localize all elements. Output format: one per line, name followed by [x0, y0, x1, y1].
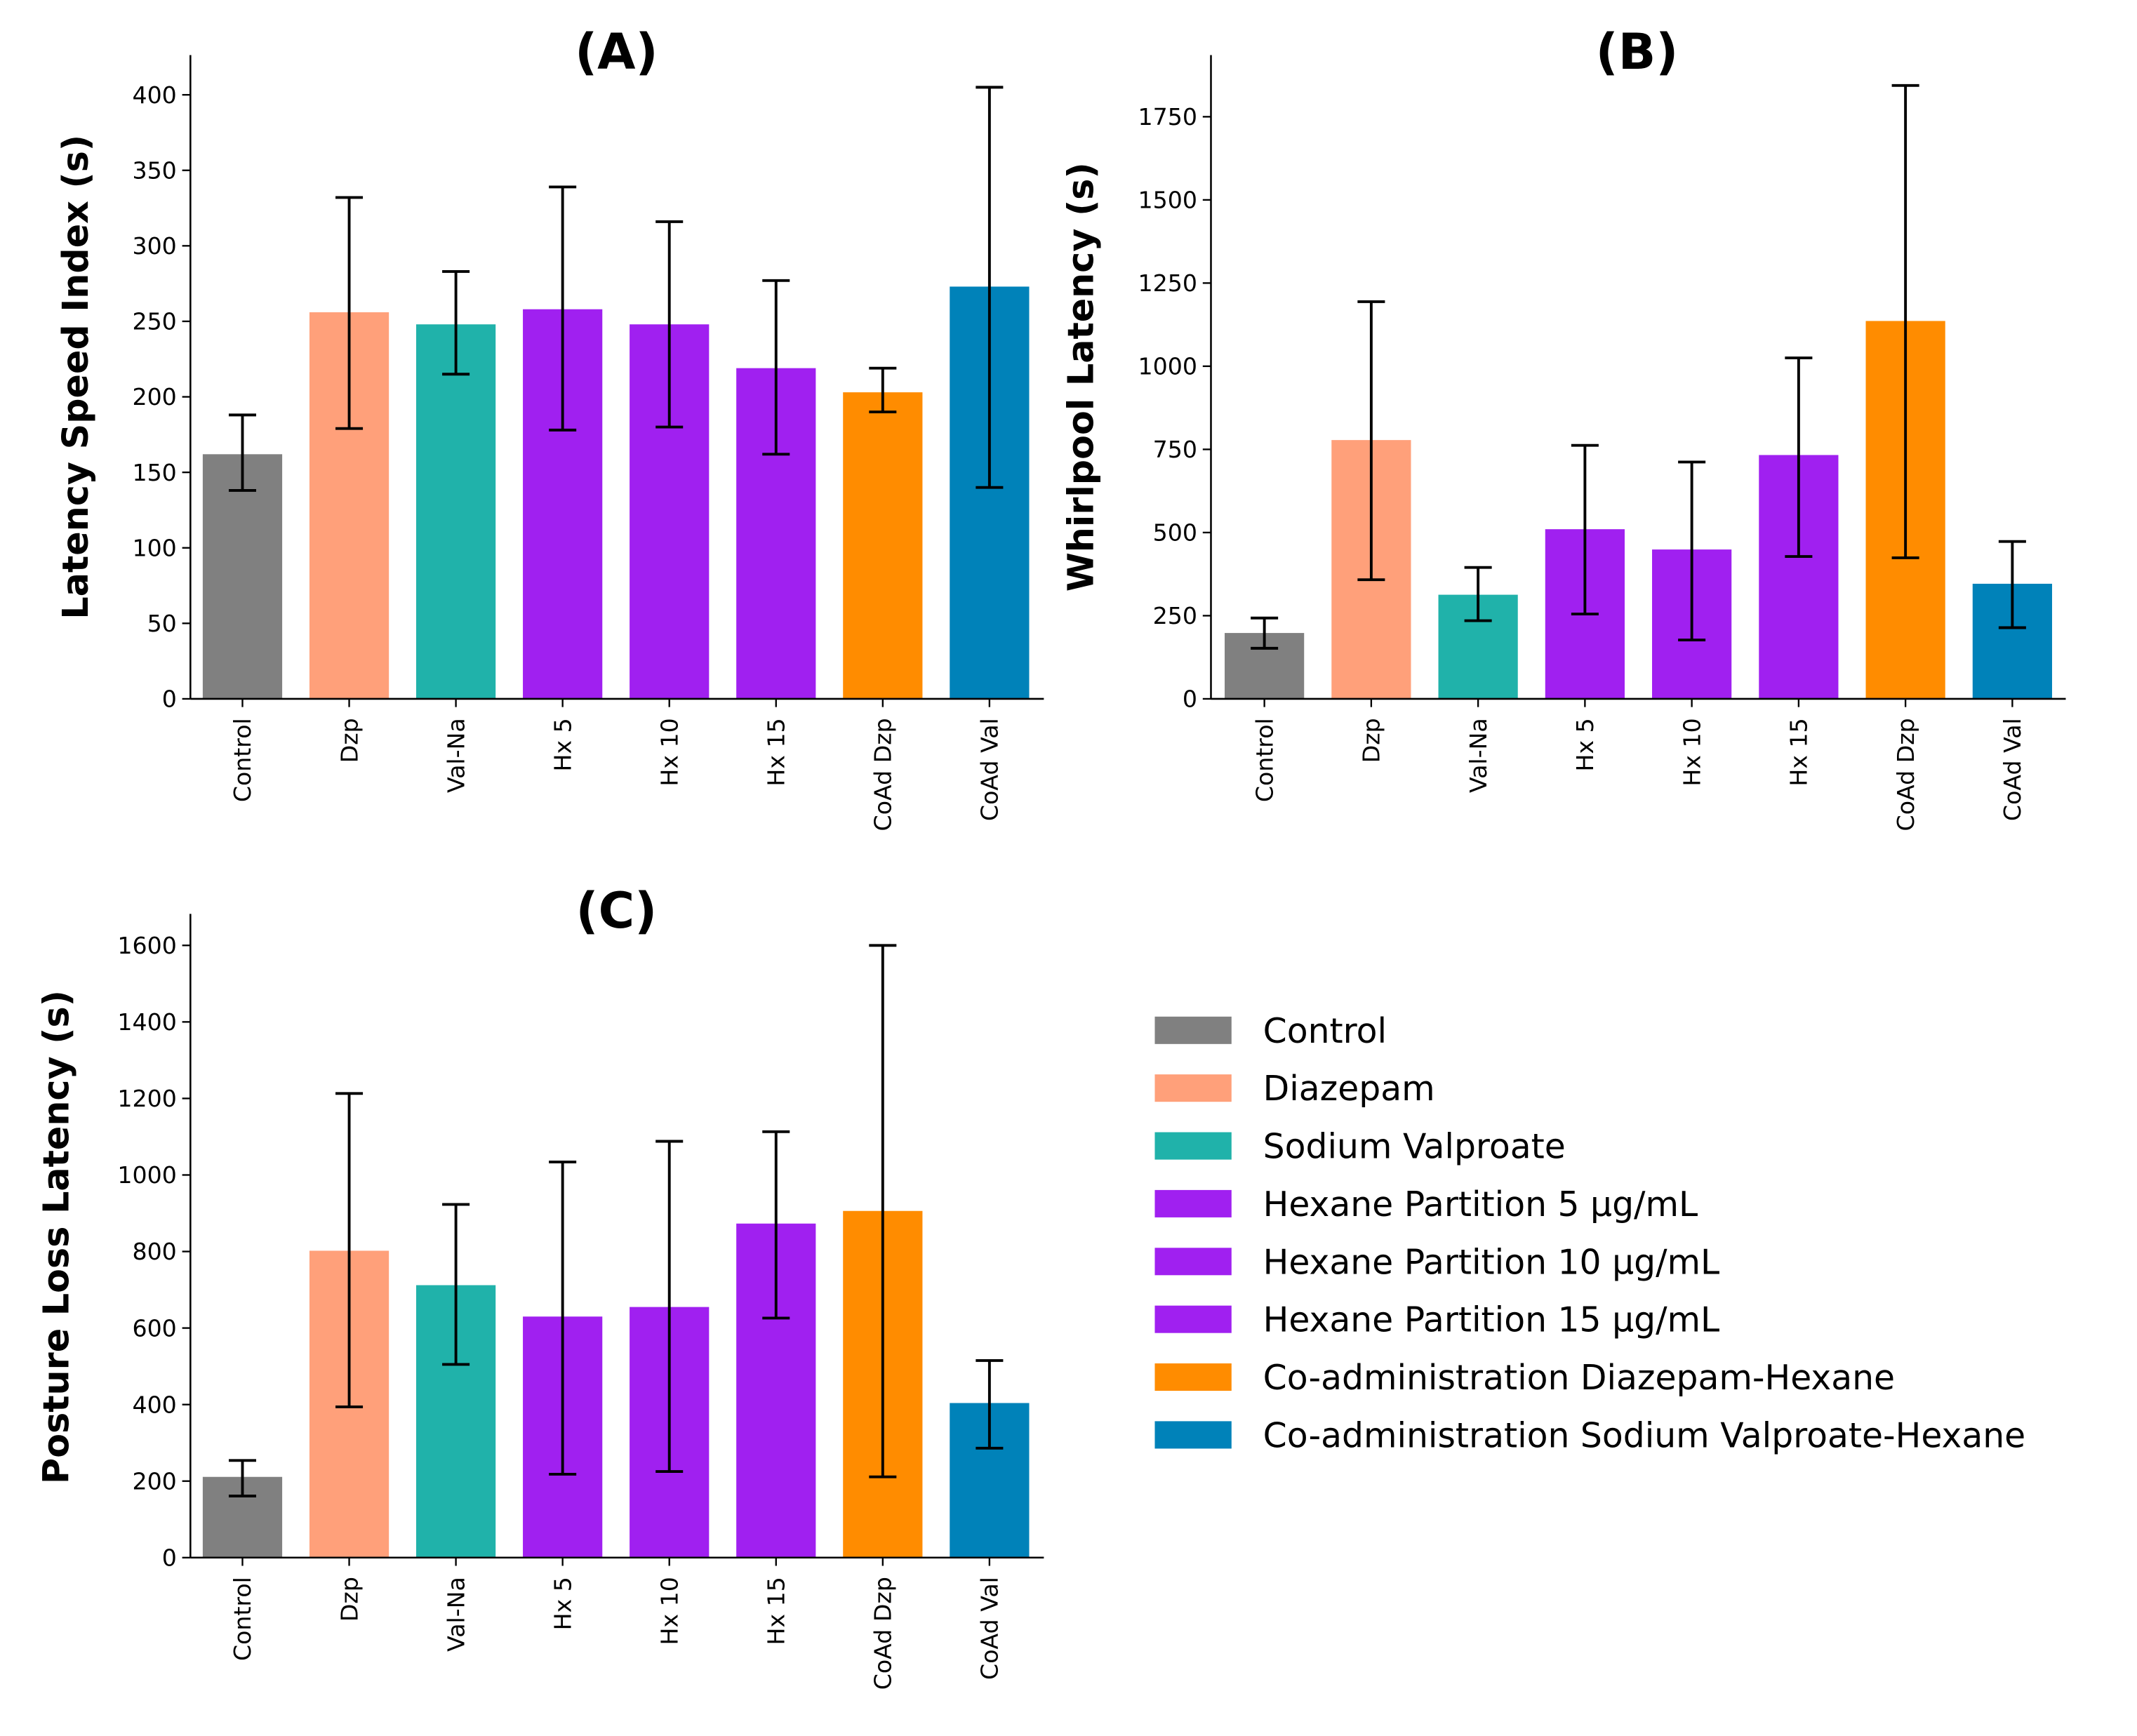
- y-tick-label: 0: [1183, 686, 1197, 713]
- y-tick-label: 250: [1153, 602, 1197, 629]
- x-tick-label: CoAd Val: [976, 718, 1004, 821]
- y-tick-label: 200: [132, 1467, 176, 1495]
- x-tick-label: Hx 10: [655, 1577, 683, 1645]
- panel-c-title: (C): [575, 882, 657, 940]
- x-tick-label: Hx 5: [549, 718, 576, 771]
- y-tick-label: 1250: [1138, 269, 1197, 297]
- y-tick-label: 1000: [1138, 353, 1197, 380]
- x-tick-label: CoAd Dzp: [870, 1577, 897, 1690]
- x-tick-label: CoAd Dzp: [1892, 718, 1919, 831]
- legend-label: Control: [1263, 1011, 1387, 1051]
- y-tick-label: 100: [132, 534, 176, 561]
- legend-label: Co-administration Diazepam-Hexane: [1263, 1358, 1895, 1398]
- y-tick-label: 1750: [1138, 103, 1197, 131]
- bar-control: [202, 454, 283, 699]
- y-tick-label: 1600: [117, 932, 176, 959]
- x-tick-label: Hx 15: [1785, 718, 1813, 786]
- y-tick-label: 50: [147, 610, 177, 637]
- legend: Control Diazepam Sodium Valproate Hexane Pa…: [1154, 1011, 2026, 1455]
- y-tick-label: 500: [1153, 519, 1197, 547]
- legend-swatch: [1154, 1189, 1232, 1217]
- bar-val-na: [415, 324, 496, 699]
- x-tick-label: Hx 5: [549, 1577, 576, 1630]
- y-tick-label: 400: [132, 81, 176, 109]
- x-tick-label: CoAd Val: [976, 1577, 1004, 1680]
- legend-label: Hexane Partition 15 µg/mL: [1263, 1300, 1720, 1340]
- y-tick-label: 0: [162, 1544, 177, 1572]
- y-tick-label: 350: [132, 156, 176, 184]
- x-tick-label: Val-Na: [1465, 718, 1492, 793]
- x-tick-label: Val-Na: [442, 718, 470, 793]
- x-tick-label: Control: [1251, 718, 1278, 802]
- y-tick-label: 1400: [117, 1008, 176, 1036]
- x-tick-label: Val-Na: [442, 1577, 470, 1652]
- x-tick-label: Control: [229, 1577, 256, 1661]
- panel-b-title: (B): [1596, 23, 1679, 81]
- legend-swatch: [1154, 1421, 1232, 1449]
- y-tick-label: 200: [132, 383, 176, 410]
- y-tick-label: 300: [132, 232, 176, 260]
- legend-swatch: [1154, 1248, 1232, 1276]
- legend-label: Sodium Valproate: [1263, 1127, 1566, 1167]
- y-tick-label: 750: [1153, 436, 1197, 463]
- y-tick-label: 0: [162, 686, 177, 713]
- x-tick-label: Hx 10: [655, 718, 683, 786]
- legend-label: Hexane Partition 5 µg/mL: [1263, 1184, 1698, 1224]
- panel-a-ylabel: Latency Speed Index (s): [55, 135, 96, 620]
- y-tick-label: 1000: [117, 1161, 176, 1189]
- x-tick-label: Hx 5: [1571, 718, 1599, 771]
- legend-swatch: [1154, 1305, 1232, 1333]
- panel-c-ylabel: Posture Loss Latency (s): [36, 990, 77, 1484]
- legend-label: Diazepam: [1263, 1069, 1435, 1109]
- y-tick-label: 400: [132, 1391, 176, 1418]
- x-tick-label: Dzp: [1358, 718, 1385, 763]
- x-tick-label: Dzp: [335, 718, 363, 763]
- x-tick-label: Hx 10: [1678, 718, 1705, 786]
- x-tick-label: Hx 15: [762, 718, 790, 786]
- panel-c: (C) Posture Loss Latency (s) Control Dzp V…: [36, 882, 1044, 1690]
- legend-swatch: [1154, 1363, 1232, 1391]
- panel-b-ylabel: Whirlpool Latency (s): [1060, 162, 1102, 592]
- x-tick-label: CoAd Dzp: [870, 718, 897, 831]
- x-tick-label: Hx 15: [762, 1577, 790, 1645]
- x-tick-label: Dzp: [335, 1577, 363, 1622]
- legend-swatch: [1154, 1132, 1232, 1160]
- x-tick-label: Control: [229, 718, 256, 802]
- bar-coad-dzp: [843, 392, 923, 699]
- y-tick-label: 1200: [117, 1085, 176, 1112]
- panel-a: (A) Latency Speed Index (s) Control Dzp Va…: [55, 23, 1044, 831]
- x-tick-label: CoAd Val: [1999, 718, 2026, 821]
- y-tick-label: 150: [132, 459, 176, 486]
- panel-a-title: (A): [575, 23, 658, 81]
- y-tick-label: 1500: [1138, 187, 1197, 214]
- y-tick-label: 250: [132, 308, 176, 335]
- panel-b: (B) Whirlpool Latency (s) Control Dzp Val-…: [1060, 23, 2066, 831]
- legend-label: Co-administration Sodium Valproate-Hexan…: [1263, 1415, 2026, 1455]
- legend-swatch: [1154, 1074, 1232, 1102]
- y-tick-label: 800: [132, 1238, 176, 1265]
- y-tick-label: 600: [132, 1314, 176, 1342]
- legend-swatch: [1154, 1016, 1232, 1044]
- legend-label: Hexane Partition 10 µg/mL: [1263, 1242, 1720, 1282]
